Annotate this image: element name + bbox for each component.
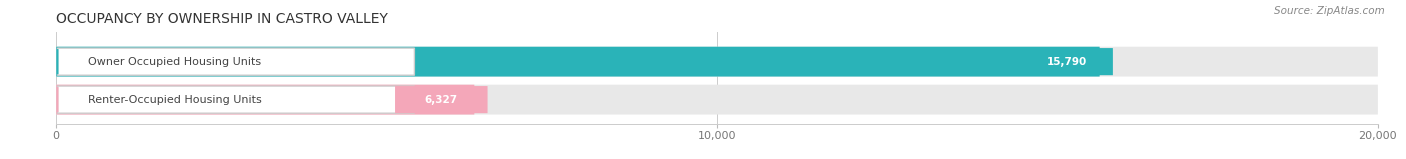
Text: OCCUPANCY BY OWNERSHIP IN CASTRO VALLEY: OCCUPANCY BY OWNERSHIP IN CASTRO VALLEY [56,12,388,26]
Text: Owner Occupied Housing Units: Owner Occupied Housing Units [89,57,262,67]
FancyBboxPatch shape [1021,48,1114,75]
FancyBboxPatch shape [395,86,488,113]
FancyBboxPatch shape [58,86,415,113]
FancyBboxPatch shape [56,85,1378,114]
FancyBboxPatch shape [56,47,1378,76]
FancyBboxPatch shape [58,48,415,75]
FancyBboxPatch shape [56,47,1099,76]
Text: Renter-Occupied Housing Units: Renter-Occupied Housing Units [89,95,262,105]
Text: 15,790: 15,790 [1046,57,1087,67]
FancyBboxPatch shape [56,85,474,114]
Text: 6,327: 6,327 [425,95,458,105]
Text: Source: ZipAtlas.com: Source: ZipAtlas.com [1274,6,1385,16]
